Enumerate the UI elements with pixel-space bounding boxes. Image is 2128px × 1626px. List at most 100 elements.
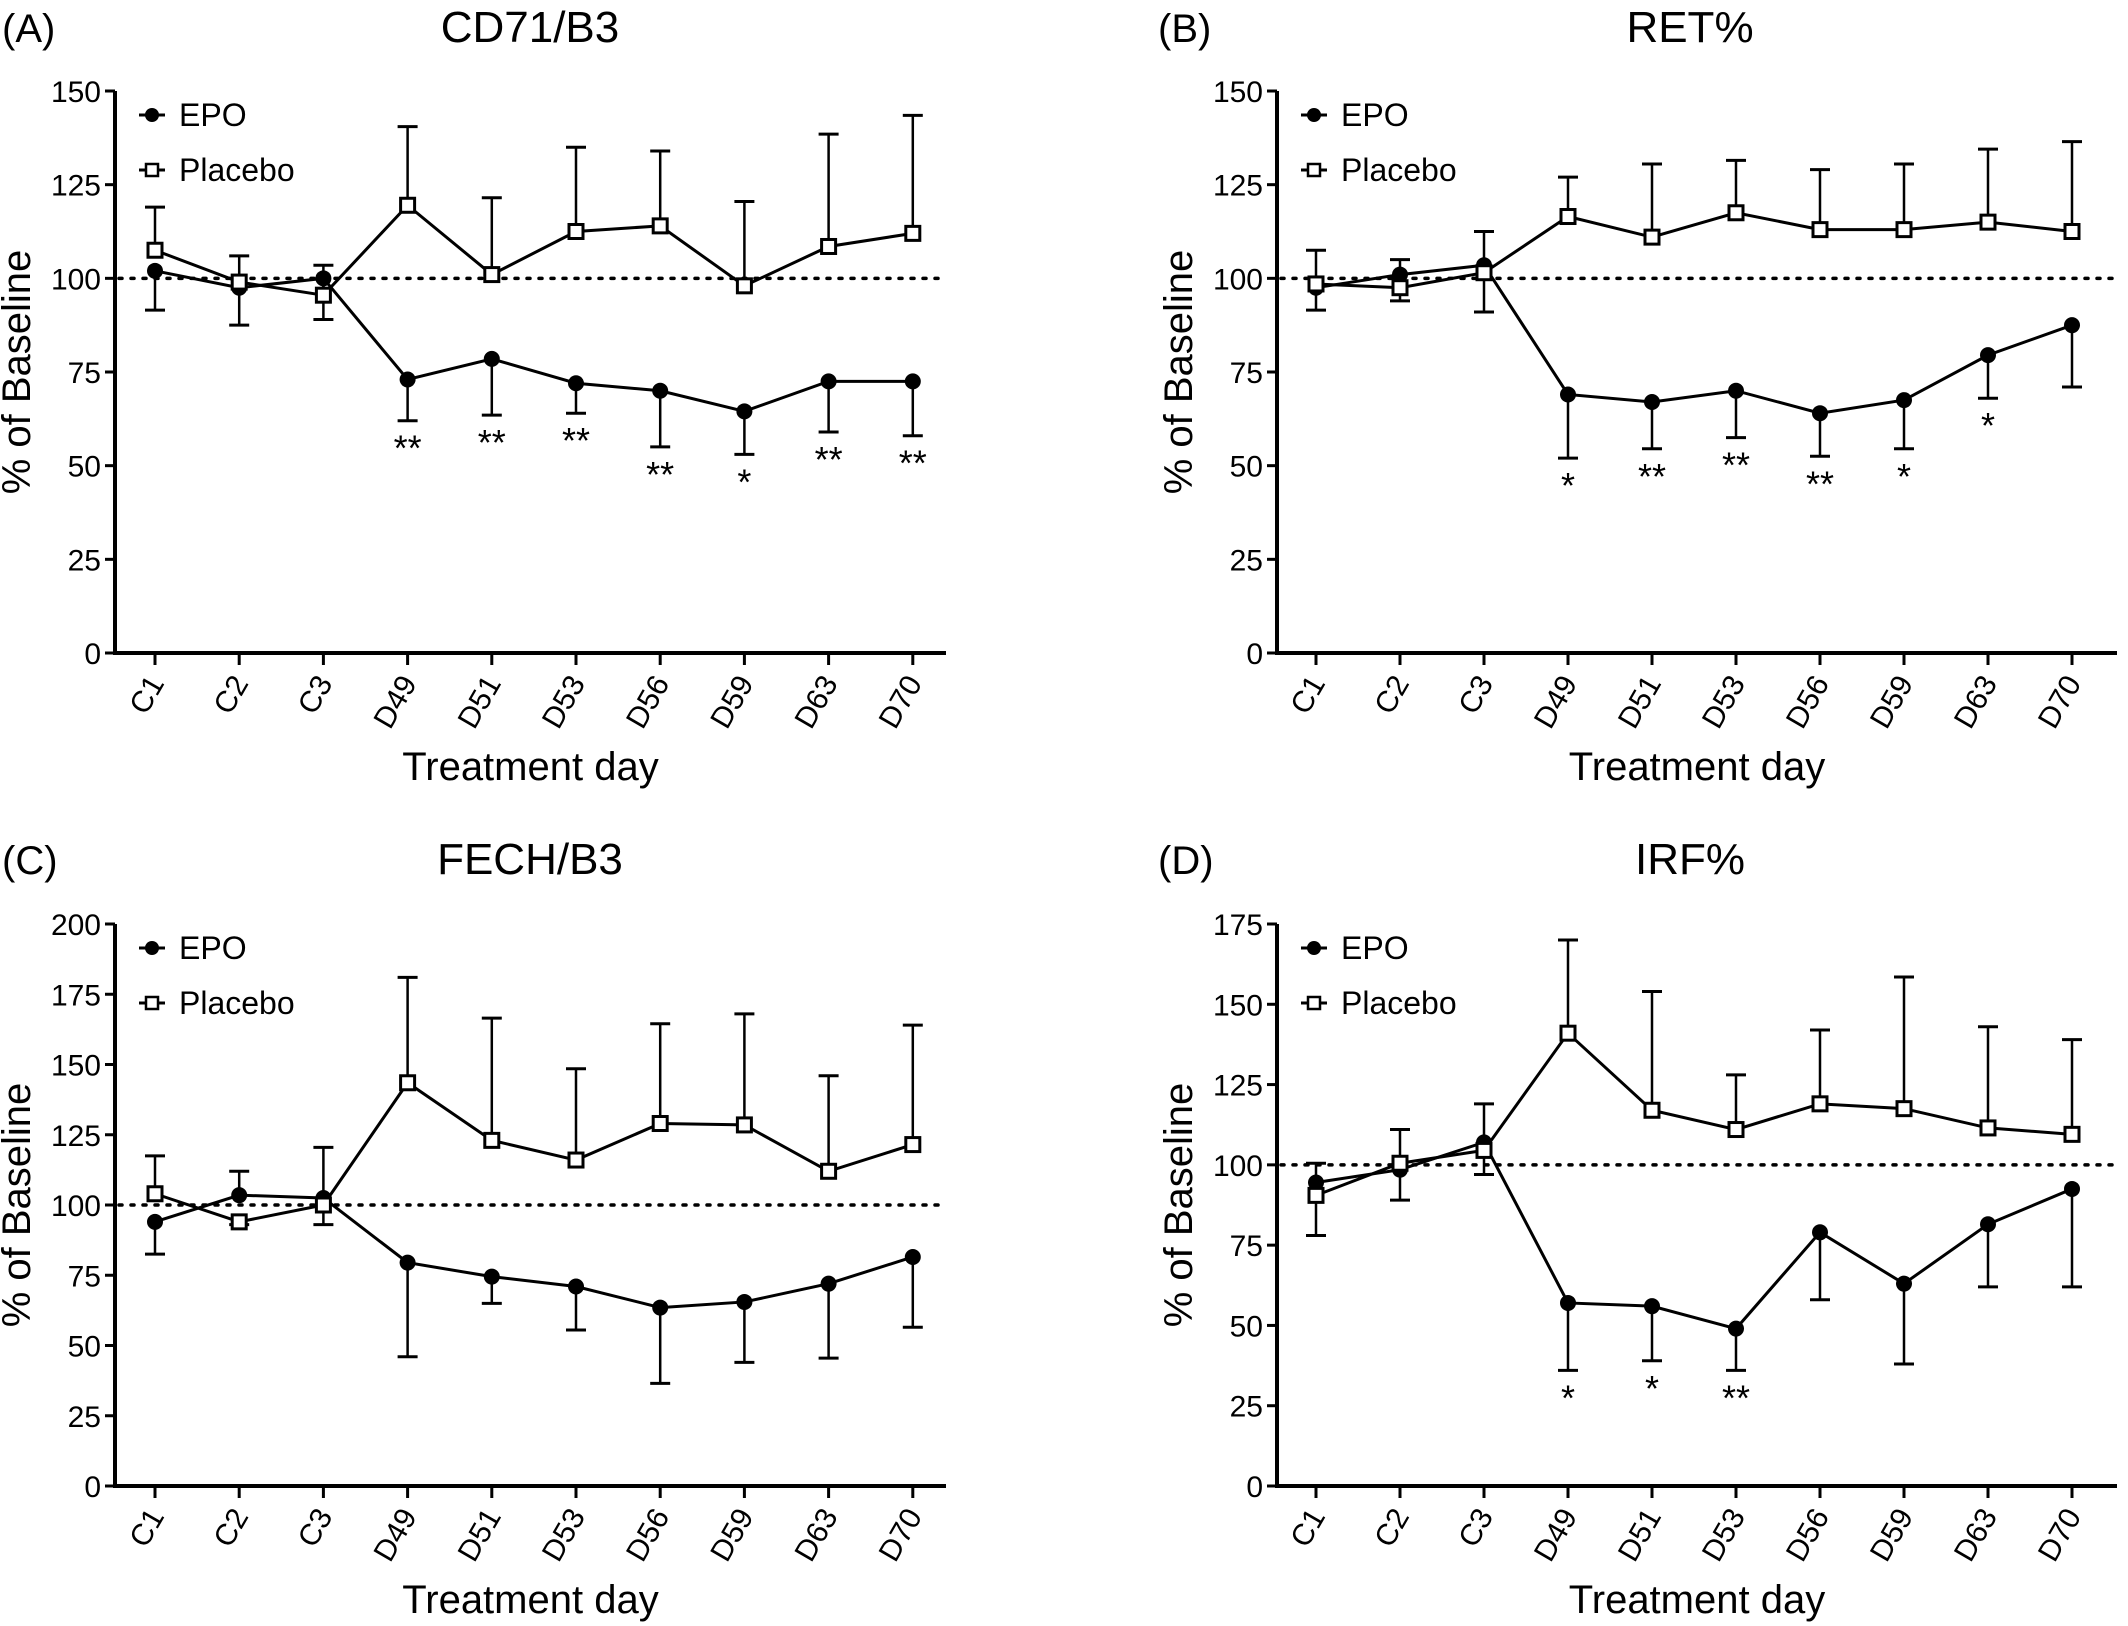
y-tick-label: 150 <box>1213 989 1263 1022</box>
x-tick-label: C1 <box>123 670 171 720</box>
panel-letter: (C) <box>2 839 58 883</box>
data-point <box>1307 1186 1325 1204</box>
x-tick-label: D70 <box>2032 670 2088 734</box>
data-point <box>1643 228 1661 246</box>
significance-marker: ** <box>899 443 927 484</box>
data-point <box>1392 266 1408 283</box>
y-tick-label: 75 <box>68 357 101 390</box>
y-axis-label: % of Baseline <box>1157 250 1201 495</box>
x-tick-label: C3 <box>292 1503 340 1553</box>
data-point <box>2064 317 2080 334</box>
significance-marker: * <box>1561 1377 1575 1418</box>
y-tick-label: 150 <box>51 1050 101 1083</box>
data-point <box>568 375 584 392</box>
data-point <box>2063 223 2081 240</box>
x-tick-label: D70 <box>2032 1503 2088 1567</box>
y-tick-label: 75 <box>1230 357 1263 390</box>
data-point <box>2063 1125 2081 1143</box>
data-point <box>736 403 753 420</box>
data-point <box>147 1213 163 1230</box>
panel-letter: (B) <box>1158 7 1211 51</box>
legend-epo-label: EPO <box>179 97 247 133</box>
data-point <box>230 273 248 291</box>
legend-placebo-label: Placebo <box>179 985 295 1021</box>
data-point <box>735 1116 753 1134</box>
data-point <box>1896 1275 1912 1292</box>
x-tick-label: D56 <box>620 1503 676 1567</box>
legend: EPO Placebo <box>139 930 295 1021</box>
significance-marker: * <box>737 461 751 502</box>
y-tick-label: 50 <box>1230 1310 1263 1343</box>
data-point <box>1811 221 1829 239</box>
x-tick-label: D59 <box>1864 1503 1920 1567</box>
x-tick-label: D56 <box>1780 670 1836 734</box>
series-line <box>1315 211 2073 290</box>
x-tick-label: D49 <box>368 670 424 734</box>
legend-placebo-label: Placebo <box>1341 985 1457 1021</box>
data-point <box>1980 347 1996 364</box>
data-point <box>483 1268 500 1285</box>
series-line <box>154 1080 914 1224</box>
legend-epo-marker <box>145 108 159 122</box>
y-tick-label: 75 <box>68 1260 101 1293</box>
data-point <box>483 266 501 284</box>
legend-placebo-marker <box>144 162 160 178</box>
data-point <box>820 1162 838 1180</box>
data-point <box>1475 264 1493 282</box>
data-point <box>1895 1100 1913 1118</box>
data-point <box>651 217 669 235</box>
x-axis-label: Treatment day <box>402 745 658 789</box>
significance-marker: ** <box>1722 445 1750 486</box>
data-point <box>399 196 417 214</box>
y-axis-label: % of Baseline <box>0 1083 39 1328</box>
x-tick-label: D49 <box>368 1503 424 1567</box>
data-point <box>1391 279 1409 297</box>
legend-placebo-marker <box>1306 995 1322 1011</box>
significance-marker: ** <box>1806 463 1834 504</box>
chart-title: CD71/B3 <box>441 3 620 52</box>
data-point <box>820 1275 837 1292</box>
data-point <box>735 277 753 295</box>
y-tick-label: 100 <box>1213 263 1263 296</box>
y-tick-label: 200 <box>51 909 101 942</box>
y-tick-label: 125 <box>1213 170 1263 203</box>
data-point <box>1559 208 1577 226</box>
chart-panel-b: (B) RET% 0 25 50 75 100 125 150 % of Baseline C1 C2… <box>1157 3 2119 789</box>
series-epo: * * ** <box>1306 1102 2082 1418</box>
x-tick-label: D49 <box>1528 670 1584 734</box>
data-point <box>904 1136 922 1154</box>
significance-marker: * <box>1981 405 1995 446</box>
y-tick-label: 25 <box>1230 544 1263 577</box>
data-point <box>1475 1141 1493 1159</box>
data-point <box>1811 1095 1829 1113</box>
x-tick-label: D53 <box>1696 1503 1752 1567</box>
legend-epo-marker <box>1307 108 1321 122</box>
series-line <box>1315 263 2073 415</box>
x-axis-label: Treatment day <box>402 1578 658 1622</box>
data-point <box>2064 1180 2080 1197</box>
x-tick-label: D51 <box>452 1503 508 1567</box>
x-tick-label: C2 <box>208 1503 256 1553</box>
data-point <box>1644 1298 1660 1315</box>
y-tick-label: 150 <box>51 76 101 109</box>
legend-placebo-marker <box>144 995 160 1011</box>
data-point <box>1559 1024 1577 1042</box>
data-point <box>1979 213 1997 231</box>
x-tick-label: C2 <box>208 670 256 720</box>
significance-marker: ** <box>478 422 506 463</box>
y-tick-label: 0 <box>84 1471 101 1504</box>
data-point <box>651 1115 669 1133</box>
x-tick-label: D70 <box>873 670 929 734</box>
significance-marker: ** <box>815 439 843 480</box>
data-point <box>904 224 922 242</box>
x-tick-label: D59 <box>704 1503 760 1567</box>
y-tick-label: 0 <box>84 638 101 671</box>
data-point <box>568 1278 584 1295</box>
chart-title: RET% <box>1626 3 1753 52</box>
legend: EPO Placebo <box>1301 930 1457 1021</box>
data-point <box>1812 405 1828 422</box>
data-point <box>1812 1224 1828 1241</box>
x-tick-label: C1 <box>1284 1503 1332 1553</box>
x-tick-label: C3 <box>1452 670 1500 720</box>
legend-epo-label: EPO <box>1341 930 1409 966</box>
